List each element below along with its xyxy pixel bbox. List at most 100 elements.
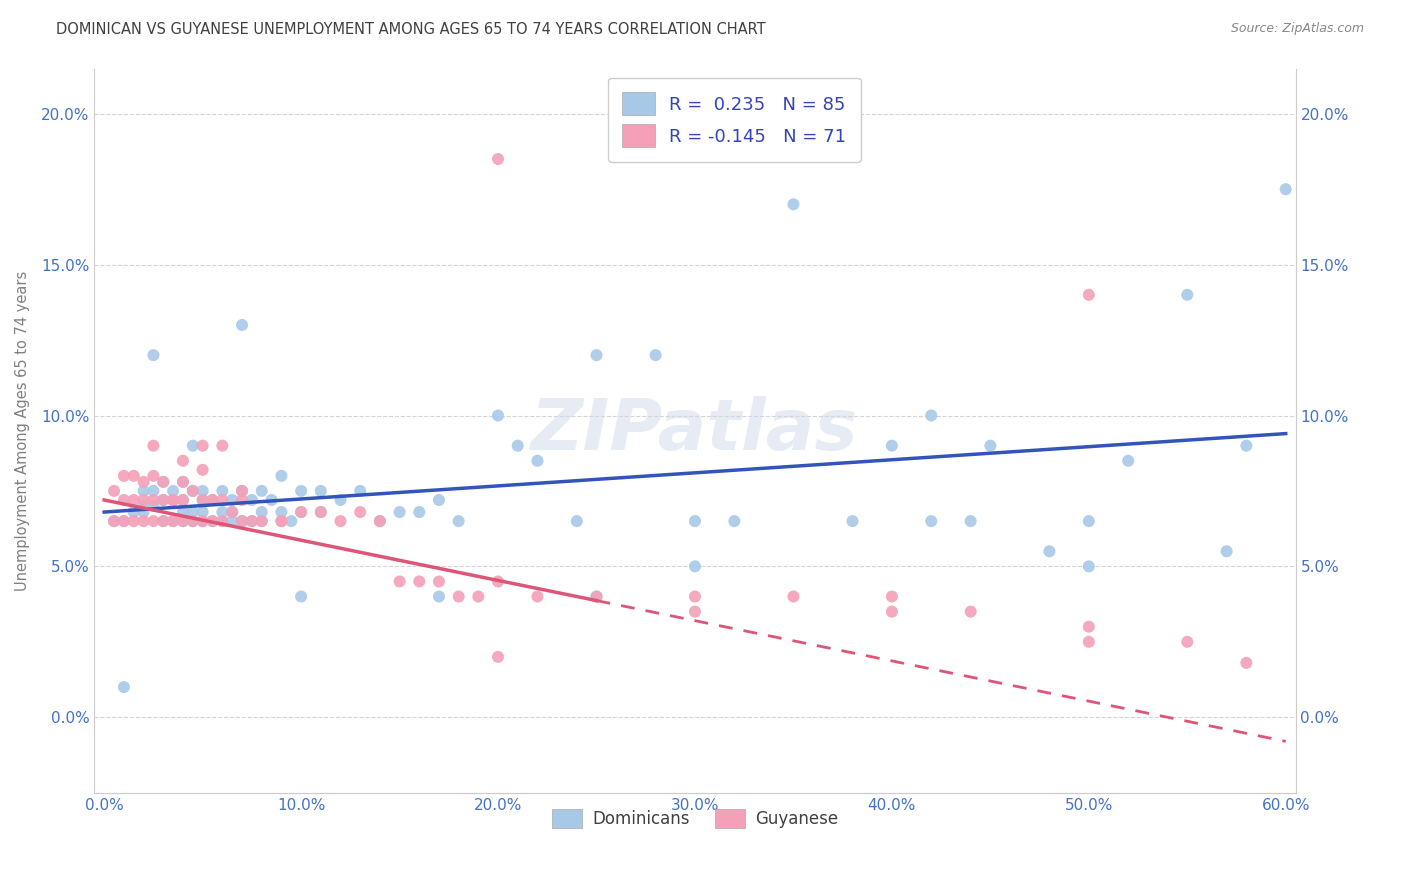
Point <box>270 514 292 528</box>
Point <box>211 493 233 508</box>
Point <box>162 493 184 508</box>
Point <box>349 505 371 519</box>
Point <box>240 514 263 528</box>
Point <box>486 649 509 664</box>
Point <box>880 605 903 619</box>
Point <box>211 505 233 519</box>
Point <box>250 505 273 519</box>
Point <box>221 505 243 519</box>
Point <box>231 318 253 332</box>
Point <box>1116 454 1139 468</box>
Point <box>201 493 224 508</box>
Point <box>152 514 174 528</box>
Point <box>112 514 135 528</box>
Point <box>142 483 165 498</box>
Point <box>211 439 233 453</box>
Point <box>132 499 155 513</box>
Point <box>191 514 214 528</box>
Point <box>103 483 125 498</box>
Point <box>486 152 509 166</box>
Point <box>142 348 165 362</box>
Point <box>162 483 184 498</box>
Point <box>191 483 214 498</box>
Point <box>1077 559 1099 574</box>
Y-axis label: Unemployment Among Ages 65 to 74 years: Unemployment Among Ages 65 to 74 years <box>15 270 30 591</box>
Point <box>112 493 135 508</box>
Point <box>920 409 942 423</box>
Point <box>142 493 165 508</box>
Point <box>191 514 214 528</box>
Point <box>162 514 184 528</box>
Point <box>959 605 981 619</box>
Point <box>280 514 302 528</box>
Point <box>112 514 135 528</box>
Point <box>172 514 194 528</box>
Point <box>1077 620 1099 634</box>
Point <box>142 499 165 513</box>
Point <box>1274 182 1296 196</box>
Point <box>880 590 903 604</box>
Point <box>683 107 706 121</box>
Legend: Dominicans, Guyanese: Dominicans, Guyanese <box>546 803 845 835</box>
Point <box>172 493 194 508</box>
Point <box>644 348 666 362</box>
Point <box>260 493 283 508</box>
Point <box>526 590 548 604</box>
Point <box>250 483 273 498</box>
Point <box>201 514 224 528</box>
Point <box>221 505 243 519</box>
Point <box>191 439 214 453</box>
Point <box>152 475 174 489</box>
Point <box>132 493 155 508</box>
Point <box>1175 288 1198 302</box>
Point <box>240 514 263 528</box>
Point <box>408 574 430 589</box>
Point <box>221 514 243 528</box>
Point <box>181 514 204 528</box>
Point <box>211 514 233 528</box>
Point <box>979 439 1001 453</box>
Point <box>309 505 332 519</box>
Point <box>782 590 804 604</box>
Point <box>152 493 174 508</box>
Point <box>142 468 165 483</box>
Point <box>201 493 224 508</box>
Point <box>162 514 184 528</box>
Point <box>388 574 411 589</box>
Point <box>250 514 273 528</box>
Point <box>103 514 125 528</box>
Point <box>181 483 204 498</box>
Point <box>290 505 312 519</box>
Point <box>181 439 204 453</box>
Point <box>172 514 194 528</box>
Point <box>152 493 174 508</box>
Point <box>388 505 411 519</box>
Point <box>122 514 145 528</box>
Point <box>152 475 174 489</box>
Point <box>309 505 332 519</box>
Point <box>181 505 204 519</box>
Point <box>723 514 745 528</box>
Point <box>211 514 233 528</box>
Point <box>122 468 145 483</box>
Point <box>427 574 450 589</box>
Point <box>1038 544 1060 558</box>
Point <box>1077 514 1099 528</box>
Point <box>191 493 214 508</box>
Point <box>1234 439 1257 453</box>
Point <box>290 483 312 498</box>
Point <box>329 514 352 528</box>
Point <box>683 605 706 619</box>
Point <box>191 493 214 508</box>
Point <box>368 514 391 528</box>
Point <box>1234 656 1257 670</box>
Point <box>349 483 371 498</box>
Point <box>152 514 174 528</box>
Point <box>122 493 145 508</box>
Point <box>172 505 194 519</box>
Point <box>231 493 253 508</box>
Point <box>290 590 312 604</box>
Point <box>132 475 155 489</box>
Point <box>122 505 145 519</box>
Point <box>270 514 292 528</box>
